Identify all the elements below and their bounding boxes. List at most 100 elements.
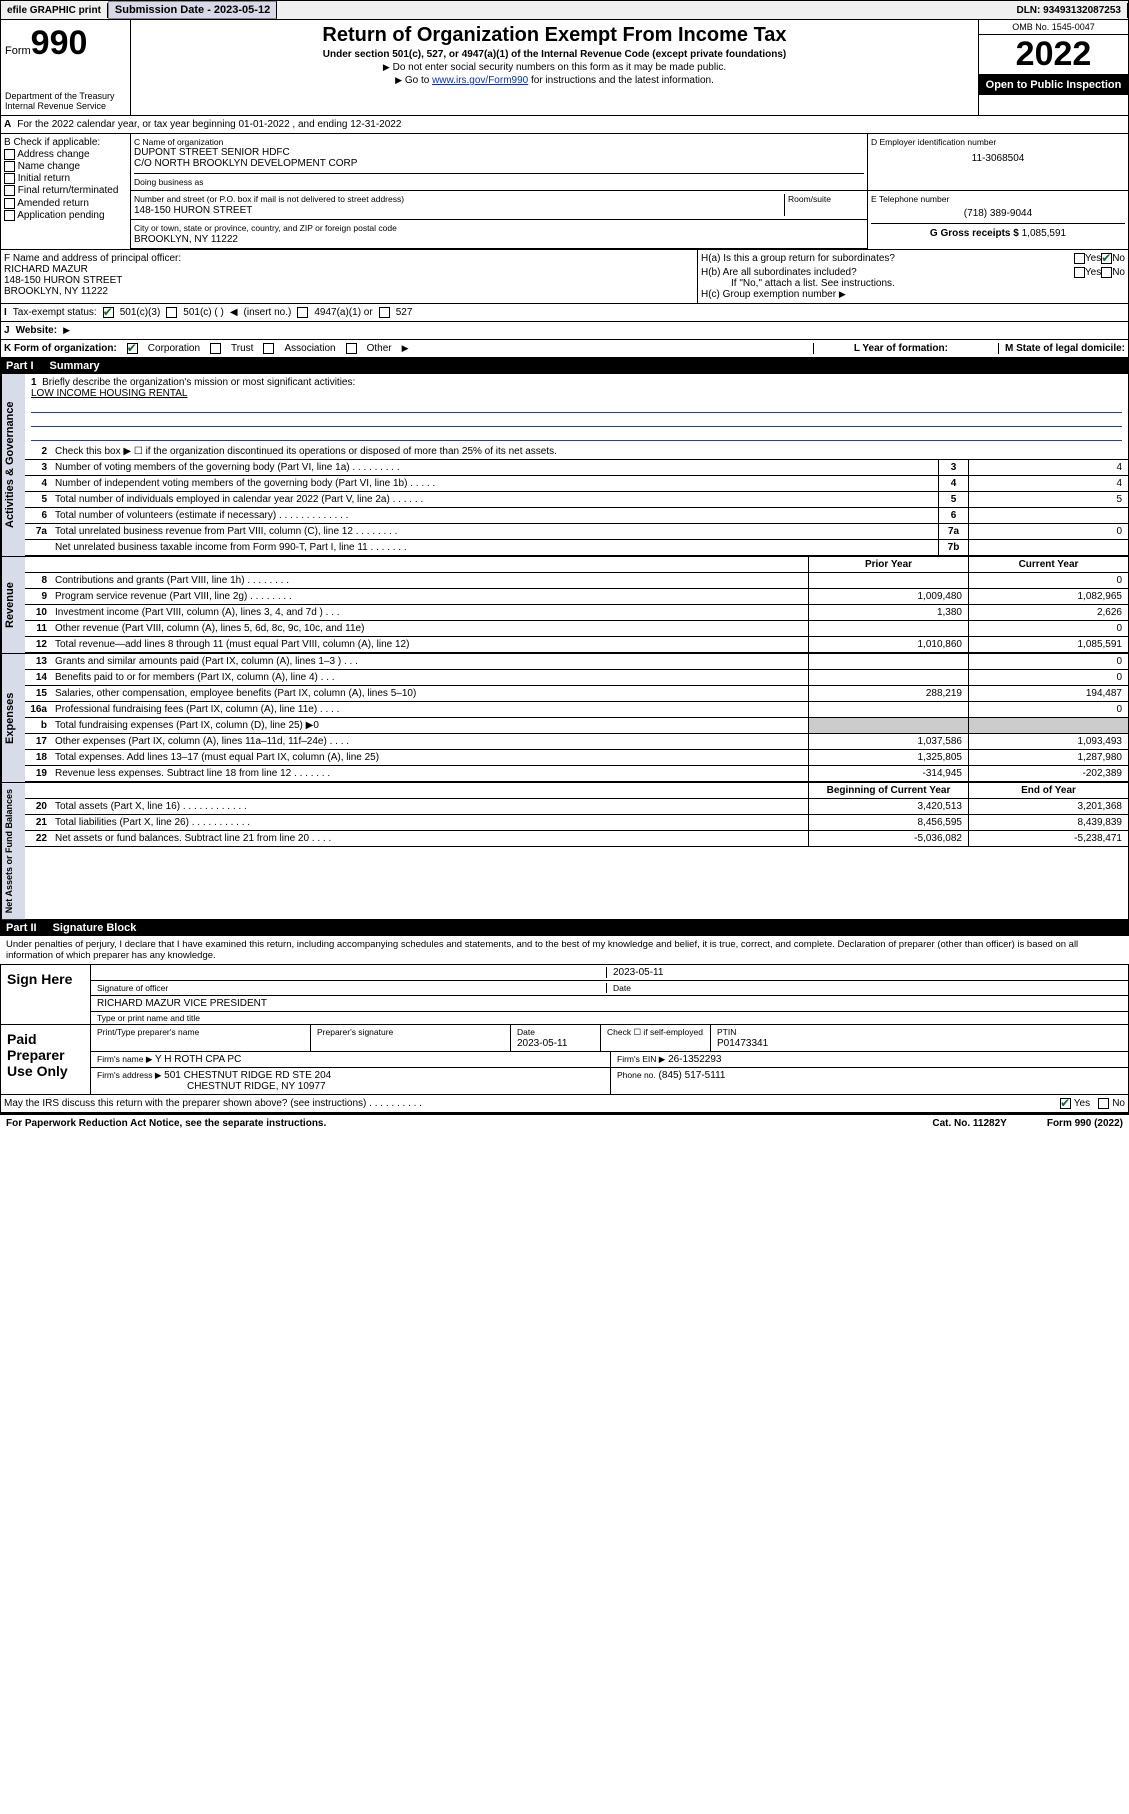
box-f: F Name and address of principal officer:… bbox=[1, 250, 698, 303]
sig-officer-label: Signature of officer bbox=[97, 983, 606, 993]
sign-date: 2023-05-11 bbox=[606, 967, 1122, 978]
signature-block: Sign Here 2023-05-11 Signature of office… bbox=[0, 965, 1129, 1114]
cb-other[interactable] bbox=[346, 343, 357, 354]
hb-label: H(b) Are all subordinates included? bbox=[701, 267, 1074, 278]
table-row: 14Benefits paid to or for members (Part … bbox=[25, 670, 1128, 686]
tax-year: 2022 bbox=[979, 35, 1128, 75]
prep-self-employed[interactable]: Check ☐ if self-employed bbox=[601, 1025, 711, 1051]
line-a: A For the 2022 calendar year, or tax yea… bbox=[0, 116, 1129, 134]
box-c: C Name of organization DUPONT STREET SEN… bbox=[131, 134, 868, 191]
discuss-row: May the IRS discuss this return with the… bbox=[1, 1095, 1128, 1113]
cb-final-return[interactable]: Final return/terminated bbox=[4, 185, 127, 196]
form990-link[interactable]: www.irs.gov/Form990 bbox=[432, 75, 528, 86]
section-revenue: Revenue Prior YearCurrent Year 8Contribu… bbox=[0, 557, 1129, 654]
cb-trust[interactable] bbox=[210, 343, 221, 354]
line2: Check this box ▶ ☐ if the organization d… bbox=[51, 444, 1128, 459]
prep-date: 2023-05-11 bbox=[517, 1038, 567, 1049]
cb-application-pending[interactable]: Application pending bbox=[4, 210, 127, 221]
box-h: H(a) Is this a group return for subordin… bbox=[698, 250, 1128, 303]
mission-text: LOW INCOME HOUSING RENTAL bbox=[31, 388, 1122, 399]
tab-expenses: Expenses bbox=[1, 654, 25, 782]
table-row: 3Number of voting members of the governi… bbox=[25, 460, 1128, 476]
hb-note: If "No," attach a list. See instructions… bbox=[701, 278, 1125, 289]
efile-header: efile GRAPHIC print Submission Date - 20… bbox=[0, 0, 1129, 20]
cb-initial-return[interactable]: Initial return bbox=[4, 173, 127, 184]
form-subtitle-2: Do not enter social security numbers on … bbox=[139, 62, 970, 73]
irs-label: Internal Revenue Service bbox=[5, 101, 126, 111]
org-city: BROOKLYN, NY 11222 bbox=[134, 234, 238, 245]
box-b: B Check if applicable: Address change Na… bbox=[1, 134, 131, 249]
cb-amended-return[interactable]: Amended return bbox=[4, 198, 127, 209]
tab-revenue: Revenue bbox=[1, 557, 25, 653]
ptin-label: PTIN bbox=[717, 1027, 736, 1037]
table-row: 9Program service revenue (Part VIII, lin… bbox=[25, 589, 1128, 605]
box-b-header: B Check if applicable: bbox=[4, 137, 127, 148]
org-name-label: C Name of organization bbox=[134, 137, 864, 147]
ha-no[interactable] bbox=[1101, 253, 1112, 264]
paid-preparer-label: Paid Preparer Use Only bbox=[1, 1025, 91, 1094]
org-name: DUPONT STREET SENIOR HDFC bbox=[134, 147, 864, 158]
table-row: 12Total revenue—add lines 8 through 11 (… bbox=[25, 637, 1128, 653]
declaration-text: Under penalties of perjury, I declare th… bbox=[0, 936, 1129, 965]
table-row: 16aProfessional fundraising fees (Part I… bbox=[25, 702, 1128, 718]
phone-value: (718) 389-9044 bbox=[871, 208, 1125, 219]
ein-label: D Employer identification number bbox=[871, 137, 1125, 147]
firm-addr1: 501 CHESTNUT RIDGE RD STE 204 bbox=[164, 1070, 331, 1081]
submission-date-button[interactable]: Submission Date - 2023-05-12 bbox=[108, 1, 277, 19]
table-row: 22Net assets or fund balances. Subtract … bbox=[25, 831, 1128, 847]
cb-name-change[interactable]: Name change bbox=[4, 161, 127, 172]
cb-527[interactable] bbox=[379, 307, 390, 318]
form-subtitle-1: Under section 501(c), 527, or 4947(a)(1)… bbox=[139, 49, 970, 60]
firm-name-label: Firm's name ▶ bbox=[97, 1054, 152, 1064]
org-info-block: B Check if applicable: Address change Na… bbox=[0, 134, 1129, 250]
dept-label: Department of the Treasury bbox=[5, 91, 126, 101]
prep-name-label: Print/Type preparer's name bbox=[97, 1027, 199, 1037]
section-activities-governance: Activities & Governance 1 Briefly descri… bbox=[0, 374, 1129, 557]
cb-address-change[interactable]: Address change bbox=[4, 149, 127, 160]
hb-yes[interactable] bbox=[1074, 267, 1085, 278]
efile-label: efile GRAPHIC print bbox=[1, 3, 108, 18]
firm-addr2: CHESTNUT RIDGE, NY 10977 bbox=[97, 1081, 326, 1092]
officer-group-block: F Name and address of principal officer:… bbox=[0, 250, 1129, 304]
cb-4947[interactable] bbox=[297, 307, 308, 318]
officer-label: F Name and address of principal officer: bbox=[4, 253, 694, 264]
firm-phone: (845) 517-5111 bbox=[659, 1070, 726, 1081]
dln: DLN: 93493132087253 bbox=[1010, 3, 1128, 18]
ha-label: H(a) Is this a group return for subordin… bbox=[701, 253, 1074, 264]
discuss-no[interactable] bbox=[1098, 1098, 1109, 1109]
form-rev: Form 990 (2022) bbox=[1047, 1118, 1123, 1129]
firm-phone-label: Phone no. bbox=[617, 1070, 656, 1080]
cb-corporation[interactable] bbox=[127, 343, 138, 354]
hdr-prior-year: Prior Year bbox=[808, 557, 968, 572]
form-title: Return of Organization Exempt From Incom… bbox=[139, 24, 970, 47]
hdr-begin-year: Beginning of Current Year bbox=[808, 783, 968, 798]
table-row: 17Other expenses (Part IX, column (A), l… bbox=[25, 734, 1128, 750]
discuss-yes[interactable] bbox=[1060, 1098, 1071, 1109]
part1-header: Part ISummary bbox=[0, 358, 1129, 374]
ein-value: 11-3068504 bbox=[871, 153, 1125, 164]
officer-sig-name: RICHARD MAZUR VICE PRESIDENT bbox=[97, 998, 1122, 1009]
officer-addr1: 148-150 HURON STREET bbox=[4, 275, 694, 286]
table-row: 21Total liabilities (Part X, line 26) . … bbox=[25, 815, 1128, 831]
row-j: J Website: bbox=[0, 322, 1129, 340]
table-row: 5Total number of individuals employed in… bbox=[25, 492, 1128, 508]
cb-association[interactable] bbox=[263, 343, 274, 354]
table-row: 20Total assets (Part X, line 16) . . . .… bbox=[25, 799, 1128, 815]
table-row: 18Total expenses. Add lines 13–17 (must … bbox=[25, 750, 1128, 766]
ha-yes[interactable] bbox=[1074, 253, 1085, 264]
gross-receipts-label: G Gross receipts $ bbox=[930, 228, 1019, 239]
cb-501c3[interactable] bbox=[103, 307, 114, 318]
table-row: 6Total number of volunteers (estimate if… bbox=[25, 508, 1128, 524]
hb-no[interactable] bbox=[1101, 267, 1112, 278]
part2-header: Part IISignature Block bbox=[0, 920, 1129, 936]
table-row: 19Revenue less expenses. Subtract line 1… bbox=[25, 766, 1128, 782]
cb-501c[interactable] bbox=[166, 307, 177, 318]
city-label: City or town, state or province, country… bbox=[134, 223, 397, 233]
open-to-public: Open to Public Inspection bbox=[979, 75, 1128, 95]
sig-date-label: Date bbox=[606, 983, 1122, 993]
firm-ein: 26-1352293 bbox=[668, 1054, 721, 1065]
hc-label: H(c) Group exemption number bbox=[701, 289, 836, 300]
officer-sig-name-label: Type or print name and title bbox=[91, 1012, 1128, 1024]
org-address: 148-150 HURON STREET bbox=[134, 205, 252, 216]
phone-label: E Telephone number bbox=[871, 194, 1125, 204]
